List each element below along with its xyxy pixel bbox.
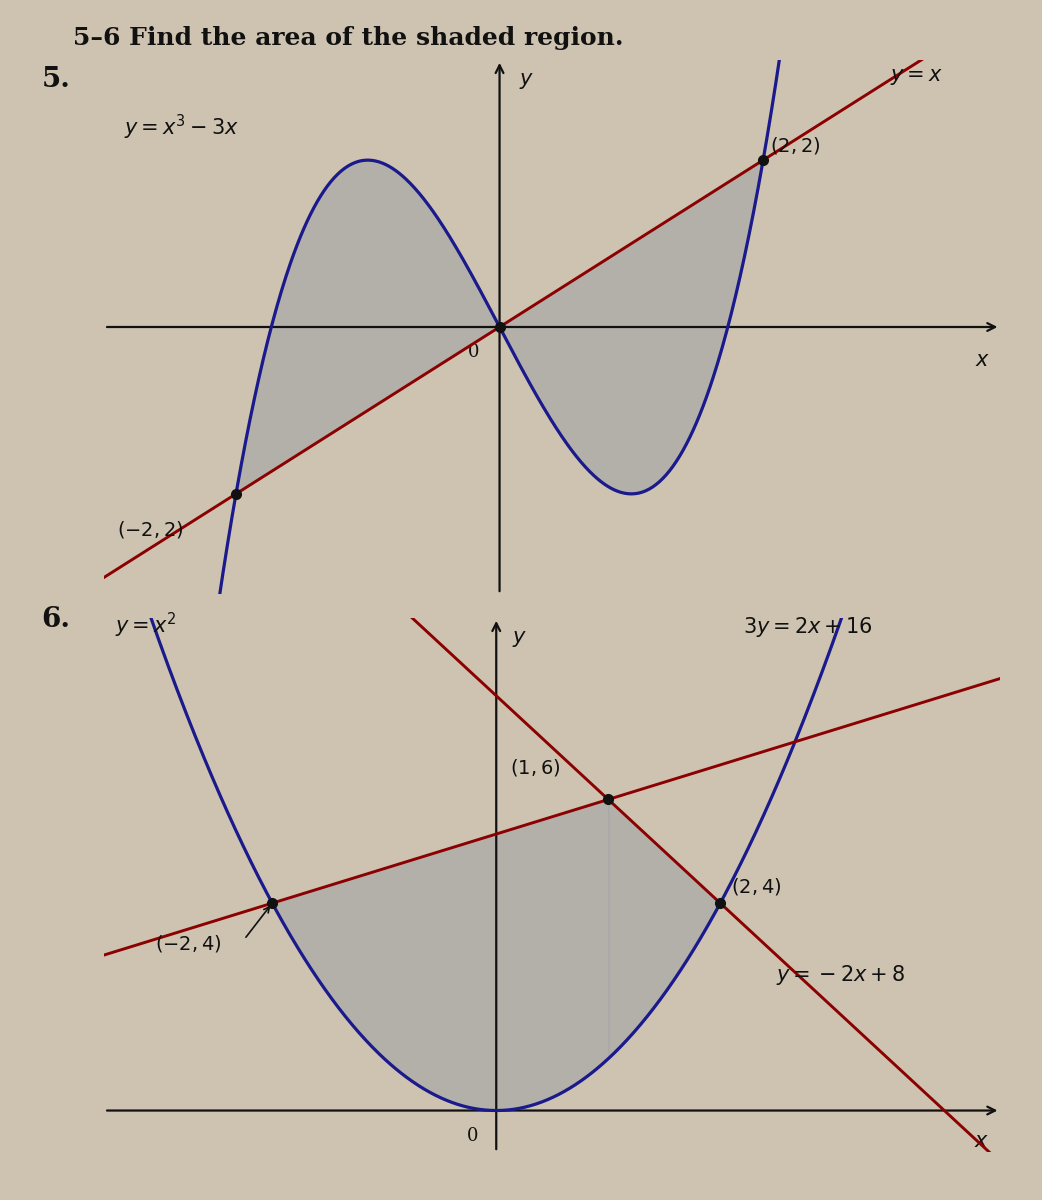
Text: $(1, 6)$: $(1, 6)$ [510, 757, 561, 778]
Text: $x$: $x$ [974, 1132, 989, 1151]
Text: $(2, 2)$: $(2, 2)$ [770, 136, 820, 156]
Text: $y = -2x + 8$: $y = -2x + 8$ [776, 962, 905, 986]
Text: 5.: 5. [42, 66, 71, 92]
Text: $(-2, 2)$: $(-2, 2)$ [118, 520, 184, 540]
Text: $y$: $y$ [519, 71, 535, 91]
Text: $y = x^3 - 3x$: $y = x^3 - 3x$ [124, 113, 239, 142]
Text: $y = x$: $y = x$ [890, 67, 943, 88]
Text: $(2, 4)$: $(2, 4)$ [731, 876, 782, 898]
Text: 0: 0 [467, 1127, 478, 1145]
Text: $(-2, 4)$: $(-2, 4)$ [154, 934, 221, 954]
Text: $y$: $y$ [513, 629, 527, 649]
Text: 6.: 6. [42, 606, 71, 634]
Text: 5–6 Find the area of the shaded region.: 5–6 Find the area of the shaded region. [73, 26, 623, 50]
Text: 0: 0 [468, 343, 479, 361]
Text: $x$: $x$ [974, 352, 990, 370]
Text: $3y = 2x + 16$: $3y = 2x + 16$ [743, 614, 872, 638]
Text: $y = x^2$: $y = x^2$ [116, 611, 177, 640]
